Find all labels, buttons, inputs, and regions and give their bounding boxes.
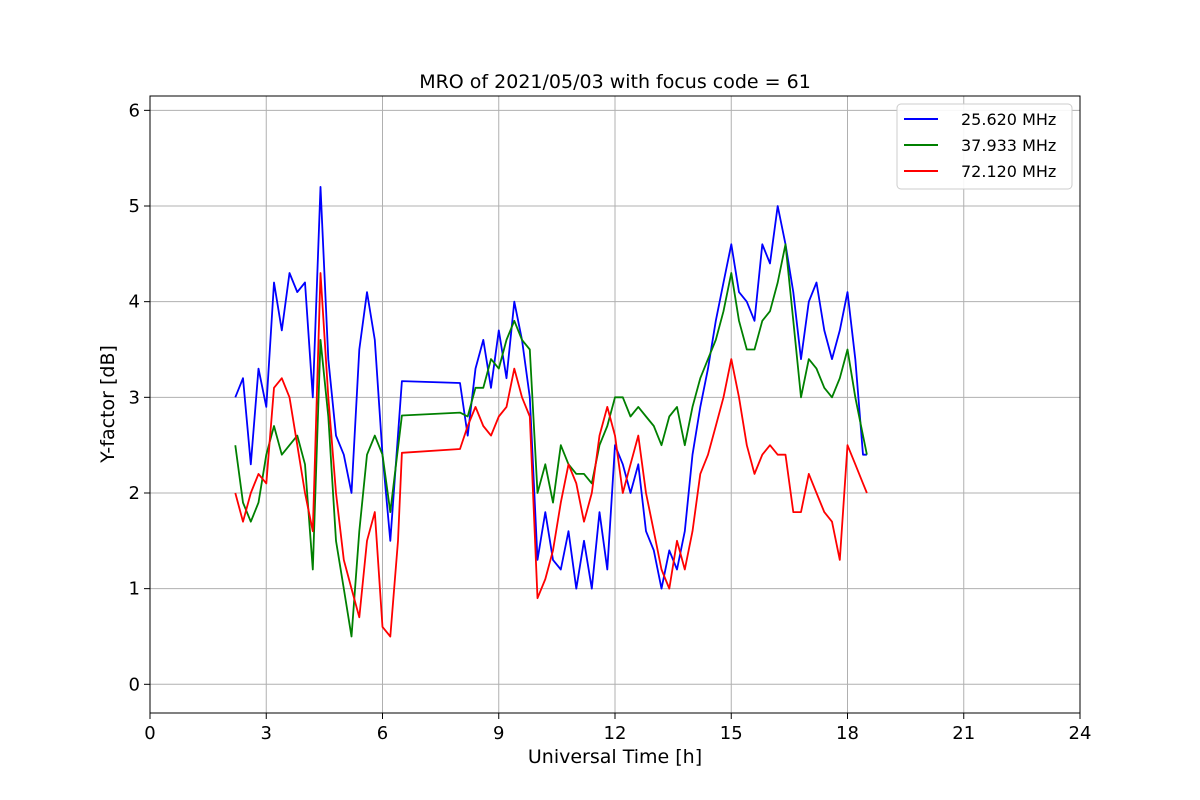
y-tick-label: 6 (129, 100, 140, 121)
y-tick-label: 3 (129, 387, 140, 408)
y-tick-label: 2 (129, 483, 140, 504)
y-tick-label: 5 (129, 196, 140, 217)
x-tick-label: 6 (377, 723, 388, 744)
x-tick-label: 24 (1069, 723, 1092, 744)
y-tick-label: 0 (129, 674, 140, 695)
series-line-1 (234, 185, 867, 590)
x-tick-label: 15 (720, 723, 743, 744)
legend-label-1: 25.620 MHz (961, 110, 1056, 129)
x-axis-label: Universal Time [h] (528, 746, 702, 768)
series-line-3 (234, 272, 868, 638)
x-tick-label: 18 (836, 723, 859, 744)
legend: 25.620 MHz 37.933 MHz 72.120 MHz (896, 103, 1073, 190)
chart-title: MRO of 2021/05/03 with focus code = 61 (419, 71, 811, 93)
series-line-2 (234, 243, 868, 638)
y-tick-label: 4 (129, 292, 140, 313)
legend-label-3: 72.120 MHz (961, 162, 1056, 181)
x-tick-label: 0 (144, 723, 155, 744)
x-tick-label: 12 (604, 723, 627, 744)
legend-box (896, 103, 1073, 190)
y-axis-label: Y-factor [dB] (97, 345, 119, 464)
series-layer (234, 185, 868, 638)
x-tick-label: 21 (952, 723, 975, 744)
y-tick-label: 1 (129, 579, 140, 600)
legend-label-2: 37.933 MHz (961, 136, 1056, 155)
x-tick-label: 3 (261, 723, 272, 744)
x-tick-label: 9 (493, 723, 504, 744)
